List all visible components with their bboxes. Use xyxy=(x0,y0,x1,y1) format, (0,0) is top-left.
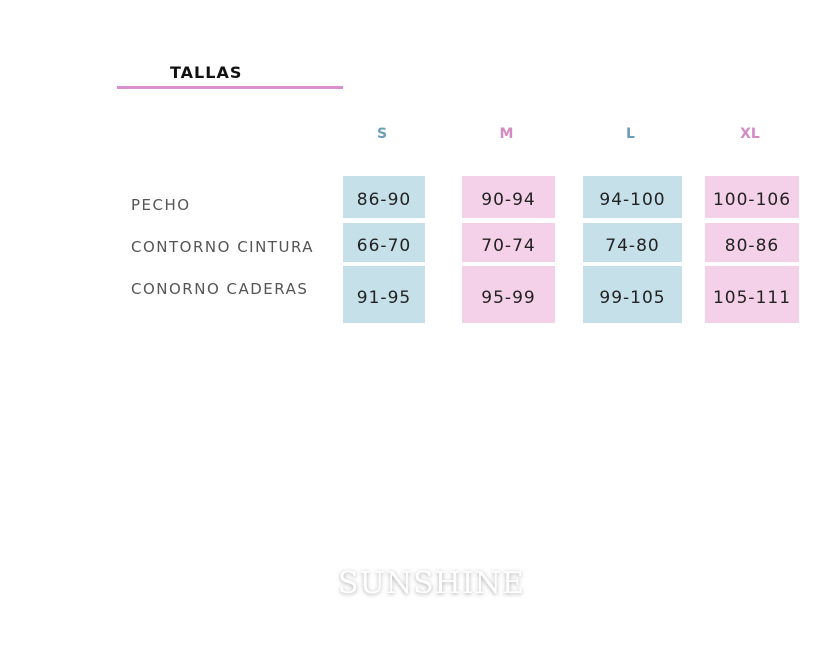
size-cell: 66-70 xyxy=(343,223,425,262)
title-underline xyxy=(117,86,343,89)
size-cell: 74-80 xyxy=(583,223,682,262)
size-cell: 86-90 xyxy=(343,176,425,218)
size-cell: 91-95 xyxy=(343,266,425,323)
size-cell: 90-94 xyxy=(462,176,555,218)
size-header-s: S xyxy=(376,126,388,142)
row-label: CONTORNO CINTURA xyxy=(131,238,315,256)
size-cell: 100-106 xyxy=(705,176,799,218)
size-header-m: M xyxy=(499,126,514,142)
watermark: SUNSHINE xyxy=(338,566,525,601)
size-cell: 80-86 xyxy=(705,223,799,262)
size-header-l: L xyxy=(626,126,635,142)
size-cell: 94-100 xyxy=(583,176,682,218)
size-header-xl: XL xyxy=(740,126,760,142)
row-label: CONORNO CADERAS xyxy=(131,280,309,298)
size-cell: 99-105 xyxy=(583,266,682,323)
size-cell: 95-99 xyxy=(462,266,555,323)
row-label: PECHO xyxy=(131,196,191,214)
size-cell: 70-74 xyxy=(462,223,555,262)
page-title: TALLAS xyxy=(170,63,243,82)
size-cell: 105-111 xyxy=(705,266,799,323)
